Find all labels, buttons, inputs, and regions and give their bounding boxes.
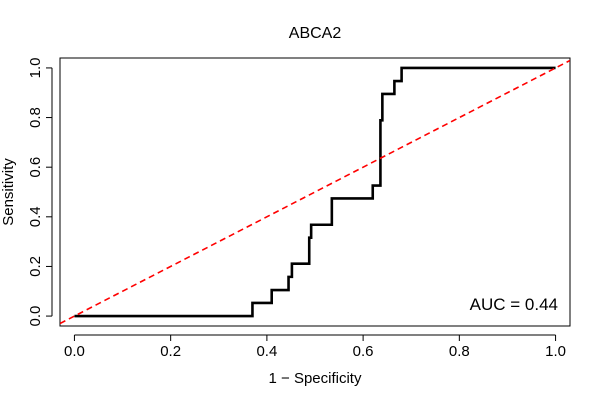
x-tick-label: 0.6 xyxy=(353,343,374,360)
y-tick-label: 0.0 xyxy=(27,306,44,327)
y-tick-label: 0.6 xyxy=(27,157,44,178)
y-axis-title: Sensitivity xyxy=(0,158,17,226)
y-tick-label: 1.0 xyxy=(27,57,44,78)
x-tick-label: 0.0 xyxy=(64,343,85,360)
x-tick-label: 0.4 xyxy=(256,343,277,360)
chart-title: ABCA2 xyxy=(289,25,342,42)
roc-curve-line xyxy=(74,66,556,318)
y-tick-label: 0.4 xyxy=(27,206,44,227)
reference-diagonal-line xyxy=(60,59,570,325)
y-tick-label: 0.8 xyxy=(27,107,44,128)
x-tick-label: 1.0 xyxy=(545,343,566,360)
plot-frame xyxy=(59,57,571,327)
auc-annotation: AUC = 0.44 xyxy=(470,295,558,314)
y-tick-label: 0.2 xyxy=(27,256,44,277)
x-axis-title: 1 − Specificity xyxy=(269,370,362,387)
x-tick-label: 0.2 xyxy=(160,343,181,360)
plot-area: 0.0 0.2 0.4 0.6 0.8 1.0 0.0 0.2 0.4 0.6 0.8 1.0 xyxy=(27,57,571,360)
x-tick-label: 0.8 xyxy=(449,343,470,360)
